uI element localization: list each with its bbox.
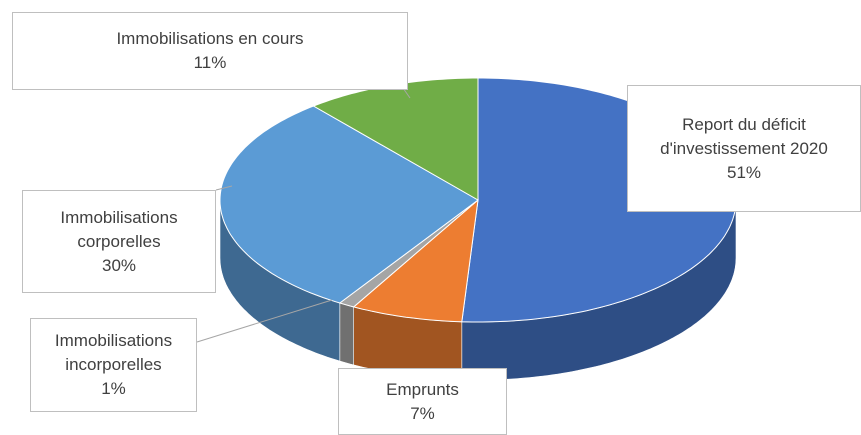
value-label: 51% [726,162,762,182]
category-label: Immobilisations en cours [116,29,304,48]
value-label: 7% [410,403,435,423]
leader-line [196,299,333,343]
slice [352,198,479,323]
slice-side [339,302,354,366]
category-label: Immobilisations incorporelles [54,331,173,374]
category-label: Report du déficit d'investissement 2020 [660,114,828,158]
slice [219,105,479,304]
data-label: Emprunts 7% [338,368,507,435]
data-label: Immobilisations corporelles 30% [22,190,216,293]
data-label: Immobilisations en cours 11% [12,12,408,90]
value-label: 11% [193,53,227,72]
data-label: Report du déficit d'investissement 2020 5… [627,85,861,212]
leader-line [215,185,233,191]
value-label: 1% [101,379,126,398]
category-label: Immobilisations corporelles [60,207,178,251]
category-label: Emprunts [386,379,459,399]
value-label: 30% [101,255,137,275]
data-label: Immobilisations incorporelles 1% [30,318,197,412]
